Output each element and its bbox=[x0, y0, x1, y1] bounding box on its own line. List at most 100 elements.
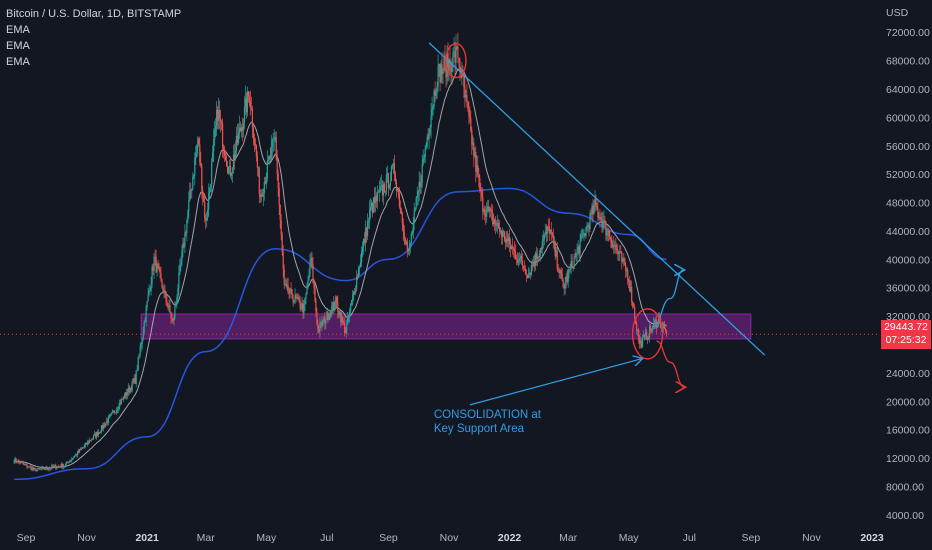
candle-body bbox=[42, 467, 44, 469]
candle-body bbox=[470, 118, 472, 131]
candle-body bbox=[50, 468, 52, 469]
candle-body bbox=[326, 311, 328, 320]
candle-body bbox=[292, 298, 294, 303]
candle-body bbox=[437, 65, 439, 87]
candle-body bbox=[322, 320, 324, 326]
candle-body bbox=[511, 246, 514, 249]
candle-body bbox=[184, 232, 186, 247]
candle-body bbox=[397, 188, 399, 194]
candle-body bbox=[395, 181, 397, 191]
candle-body bbox=[643, 335, 645, 338]
candle-body bbox=[28, 466, 30, 468]
candle-body bbox=[560, 270, 562, 274]
candle-body bbox=[88, 440, 91, 444]
candle-body bbox=[127, 387, 129, 393]
candle-body bbox=[646, 332, 648, 340]
candle-body bbox=[448, 59, 450, 71]
candle-body bbox=[618, 253, 620, 255]
x-tick-label: Sep bbox=[379, 532, 398, 544]
candle-body bbox=[279, 205, 281, 221]
candle-body bbox=[552, 234, 554, 244]
candle-body bbox=[254, 143, 256, 146]
candle-body bbox=[252, 127, 254, 139]
ema-indicator-2[interactable]: EMA bbox=[6, 40, 30, 52]
candle-body bbox=[250, 108, 252, 110]
candle-body bbox=[159, 269, 161, 274]
candle-body bbox=[411, 232, 413, 234]
candle-body bbox=[592, 205, 594, 215]
candle-body bbox=[518, 258, 521, 261]
candle-body bbox=[290, 288, 292, 290]
candle-body bbox=[99, 432, 102, 433]
candle-body bbox=[482, 197, 484, 212]
candle-body bbox=[647, 337, 649, 340]
candle-body bbox=[249, 101, 251, 109]
candle-body bbox=[210, 184, 212, 188]
candle-body bbox=[487, 206, 489, 209]
candle-body bbox=[345, 332, 347, 334]
candle-body bbox=[414, 207, 416, 211]
candle-body bbox=[237, 133, 240, 144]
candle-body bbox=[227, 166, 229, 173]
candle-body bbox=[588, 224, 590, 230]
candle-body bbox=[229, 165, 231, 167]
x-tick-label: Jul bbox=[320, 532, 333, 544]
y-tick-label: 20000.00 bbox=[886, 396, 930, 408]
candle-body bbox=[365, 227, 367, 243]
candle-body bbox=[108, 415, 110, 417]
candle-body bbox=[183, 243, 185, 247]
candle-body bbox=[86, 442, 88, 445]
candle-body bbox=[399, 206, 401, 210]
candle-body bbox=[158, 267, 160, 270]
candle-body bbox=[114, 412, 116, 414]
candle-body bbox=[54, 465, 56, 467]
candle-body bbox=[271, 140, 273, 147]
candle-body bbox=[585, 227, 587, 236]
candle-body bbox=[415, 198, 417, 208]
candle-body bbox=[333, 302, 335, 309]
candle-body bbox=[242, 122, 245, 131]
last-price-tag: 29443.72 07:25:32 bbox=[881, 320, 931, 350]
candle-body bbox=[467, 102, 469, 109]
candle-body bbox=[636, 323, 638, 331]
candle-body bbox=[182, 243, 184, 252]
candle-body bbox=[104, 423, 106, 427]
candle-body bbox=[168, 305, 170, 308]
candle-body bbox=[82, 447, 84, 449]
candle-body bbox=[465, 95, 467, 97]
candle-body bbox=[35, 469, 37, 472]
candle-body bbox=[454, 51, 456, 63]
candle-body bbox=[612, 244, 614, 248]
candle-body bbox=[189, 190, 191, 201]
candle-body bbox=[346, 324, 348, 334]
candle-body bbox=[623, 258, 625, 260]
candle-body bbox=[436, 86, 438, 92]
ema-indicator-1[interactable]: EMA bbox=[6, 24, 30, 36]
candle-body bbox=[653, 322, 656, 324]
candle-body bbox=[389, 180, 391, 186]
candle-body bbox=[338, 311, 340, 316]
candle-body bbox=[620, 251, 622, 253]
candle-body bbox=[500, 231, 502, 233]
ema-fast-line bbox=[13, 68, 667, 469]
candle-body bbox=[88, 441, 90, 444]
ema-indicator-3[interactable]: EMA bbox=[6, 56, 30, 68]
candle-body bbox=[354, 291, 356, 293]
candle-body bbox=[497, 222, 499, 225]
consolidation-highlight-circle bbox=[631, 308, 664, 360]
candle-body bbox=[523, 268, 526, 269]
candle-body bbox=[37, 468, 39, 470]
candle-body bbox=[195, 153, 197, 158]
candle-body bbox=[520, 256, 523, 261]
candle-body bbox=[420, 182, 422, 187]
candle-body bbox=[619, 251, 621, 254]
candle-body bbox=[51, 465, 53, 469]
candle-body bbox=[480, 190, 482, 192]
candle-body bbox=[455, 46, 457, 63]
candle-body bbox=[49, 468, 51, 469]
candle-body bbox=[515, 258, 518, 260]
candle-body bbox=[283, 269, 285, 285]
symbol-title[interactable]: Bitcoin / U.S. Dollar, 1D, BITSTAMP bbox=[6, 8, 182, 20]
candle-body bbox=[287, 284, 289, 293]
